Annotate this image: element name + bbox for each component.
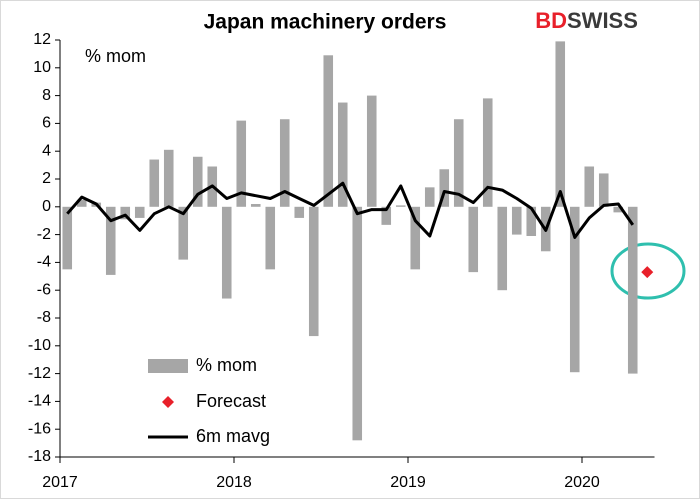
x-tick-label: 2020	[564, 474, 600, 491]
bar	[192, 156, 203, 207]
bar	[265, 206, 276, 270]
y-tick-label: -16	[28, 420, 51, 437]
y-tick-label: 2	[42, 170, 51, 187]
bar	[555, 41, 566, 207]
bar	[221, 206, 232, 299]
bar	[381, 206, 392, 225]
logo: BD SWISS	[535, 8, 638, 33]
line	[66, 181, 635, 239]
y-tick-label: -8	[37, 309, 51, 326]
x-tick-label: 2017	[42, 474, 78, 491]
bar	[323, 55, 334, 207]
bar	[598, 173, 609, 207]
highlight-circle	[610, 242, 686, 300]
bar	[294, 206, 305, 218]
y-tick-label: 12	[33, 31, 51, 48]
bar	[62, 206, 73, 270]
logo-part: BD	[535, 8, 567, 33]
bar	[439, 169, 450, 207]
bar	[613, 206, 624, 213]
forecast-marker	[641, 266, 654, 279]
bar	[337, 102, 348, 207]
y-tick-label: -10	[28, 337, 51, 354]
bar	[468, 206, 479, 273]
bar	[149, 159, 160, 207]
bar	[279, 119, 290, 207]
y-axis-label: % mom	[85, 46, 146, 66]
y-tick-label: -4	[37, 254, 51, 271]
y-tick-label: 0	[42, 198, 51, 215]
x-tick-label: 2018	[216, 474, 252, 491]
bar	[526, 206, 537, 236]
bar	[511, 206, 522, 235]
bar	[352, 206, 363, 441]
legend-label: % mom	[196, 355, 257, 375]
legend-label: 6m mavg	[196, 426, 270, 446]
legend-swatch	[148, 359, 188, 373]
y-tick-label: -18	[28, 448, 51, 465]
bar	[120, 206, 131, 220]
y-tick-label: 6	[42, 115, 51, 132]
bar	[569, 206, 580, 373]
bar	[424, 187, 435, 207]
bar	[410, 206, 421, 270]
bar	[453, 119, 464, 207]
y-tick-label: -12	[28, 365, 51, 382]
y-tick-label: -14	[28, 393, 51, 410]
legend-label: Forecast	[196, 391, 266, 411]
bar	[395, 205, 406, 207]
bar	[584, 166, 595, 207]
bar	[482, 98, 493, 207]
y-tick-label: -6	[37, 281, 51, 298]
chart-title: Japan machinery orders	[204, 11, 447, 34]
x-tick-label: 2019	[390, 474, 426, 491]
y-tick-label: 10	[33, 59, 51, 76]
bar	[250, 204, 261, 207]
bar	[163, 149, 174, 207]
legend-swatch	[162, 396, 174, 408]
bar	[627, 206, 638, 374]
bar	[236, 120, 247, 207]
bar	[178, 206, 189, 260]
bar	[76, 199, 87, 207]
y-tick-label: 4	[42, 142, 51, 159]
bar	[134, 206, 145, 218]
bar	[366, 95, 377, 207]
y-tick-label: -2	[37, 226, 51, 243]
y-tick-label: 8	[42, 87, 51, 104]
bar	[308, 206, 319, 337]
bar	[105, 206, 116, 275]
logo-part: SWISS	[567, 8, 638, 33]
bar	[497, 206, 508, 291]
